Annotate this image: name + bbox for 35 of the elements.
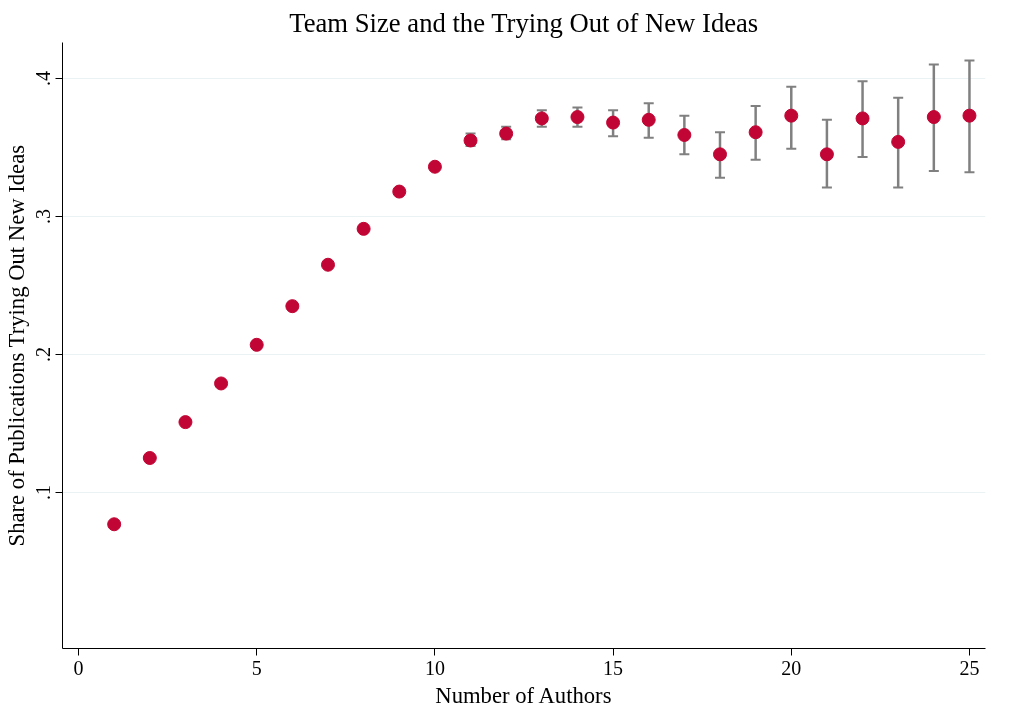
x-tick-label: 15: [603, 656, 624, 679]
point: [427, 159, 442, 174]
point: [249, 337, 264, 352]
point: [784, 108, 799, 123]
point: [819, 147, 834, 162]
x-tick-label: 25: [959, 656, 980, 679]
x-tick-label: 5: [251, 656, 262, 679]
point: [713, 147, 727, 162]
point: [962, 108, 977, 123]
point: [142, 451, 157, 465]
x-axis-title: Number of Authors: [435, 682, 612, 708]
y-tick-label: .4: [32, 70, 55, 86]
point: [855, 111, 870, 126]
point: [891, 134, 906, 149]
point: [570, 110, 585, 125]
y-tick-label: .2: [32, 346, 55, 362]
point: [321, 257, 335, 272]
point: [606, 115, 621, 130]
point: [178, 415, 193, 430]
point: [748, 125, 763, 140]
x-tick-label: 10: [424, 656, 445, 679]
point: [285, 299, 300, 314]
point: [107, 517, 122, 532]
point: [356, 221, 371, 236]
point: [677, 128, 692, 142]
point: [214, 376, 229, 391]
y-tick-label: .3: [32, 208, 55, 224]
x-tick-label: 20: [781, 656, 802, 679]
y-axis-title: Share of Publications Trying Out New Ideas: [3, 144, 29, 547]
y-tick-label: .1: [32, 485, 55, 501]
x-tick-label: 0: [73, 656, 84, 679]
chart-title: Team Size and the Trying Out of New Ideas: [289, 7, 759, 38]
point: [926, 110, 941, 125]
point: [392, 184, 407, 199]
point: [641, 112, 656, 127]
